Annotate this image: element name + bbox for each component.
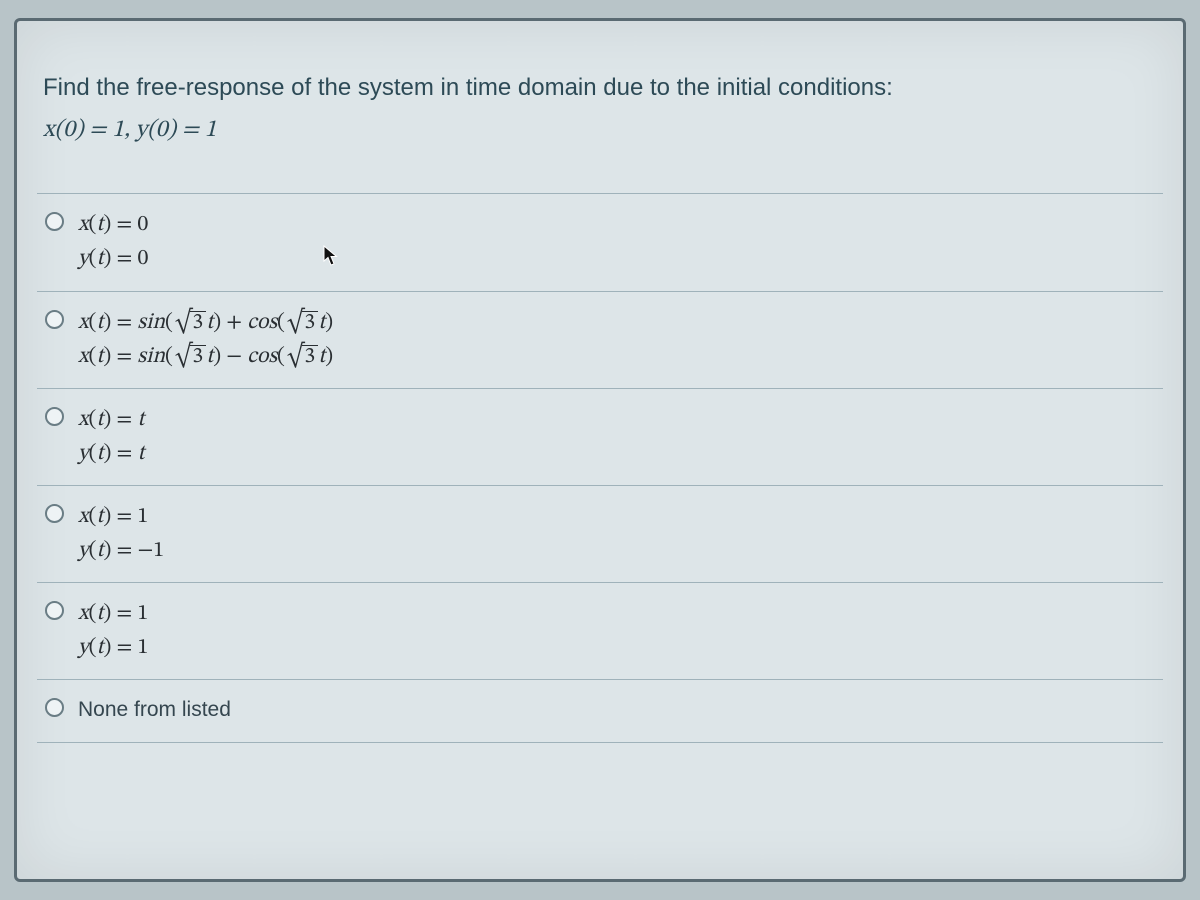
option-body: x(t) = ty(t) = t bbox=[78, 403, 1153, 471]
option-body: x(t) = sin(√3t) + cos(√3t)x(t) = sin(√3t… bbox=[78, 306, 1153, 374]
option-opt-f[interactable]: None from listed bbox=[37, 680, 1163, 742]
radio-button[interactable] bbox=[45, 601, 64, 620]
option-line: x(t) = sin(√3t) − cos(√3t) bbox=[78, 340, 1153, 374]
radio-button[interactable] bbox=[45, 310, 64, 329]
option-body: x(t) = 1y(t) = 1 bbox=[78, 597, 1153, 665]
options-list: x(t) = 0y(t) = 0 x(t) = sin(√3t) + cos(√3… bbox=[37, 193, 1163, 743]
option-line: y(t) = −1 bbox=[78, 534, 1153, 568]
radio-button[interactable] bbox=[45, 407, 64, 426]
question-prompt: Find the free-response of the system in … bbox=[43, 74, 893, 101]
option-body: None from listed bbox=[78, 694, 1153, 728]
question-condition: x(0) = 1, y(0) = 1 bbox=[43, 112, 217, 149]
option-line: y(t) = 0 bbox=[78, 242, 1153, 276]
option-opt-a[interactable]: x(t) = 0y(t) = 0 bbox=[37, 194, 1163, 291]
option-line: x(t) = sin(√3t) + cos(√3t) bbox=[78, 306, 1153, 340]
quiz-panel: Find the free-response of the system in … bbox=[14, 18, 1186, 882]
option-line: None from listed bbox=[78, 694, 1153, 728]
option-opt-d[interactable]: x(t) = 1y(t) = −1 bbox=[37, 486, 1163, 583]
question-stem: Find the free-response of the system in … bbox=[37, 69, 1163, 149]
option-line: y(t) = t bbox=[78, 437, 1153, 471]
option-line: x(t) = t bbox=[78, 403, 1153, 437]
radio-button[interactable] bbox=[45, 212, 64, 231]
radio-button[interactable] bbox=[45, 698, 64, 717]
option-line: x(t) = 0 bbox=[78, 208, 1153, 242]
option-opt-c[interactable]: x(t) = ty(t) = t bbox=[37, 389, 1163, 486]
option-body: x(t) = 1y(t) = −1 bbox=[78, 500, 1153, 568]
option-line: y(t) = 1 bbox=[78, 631, 1153, 665]
option-body: x(t) = 0y(t) = 0 bbox=[78, 208, 1153, 276]
radio-button[interactable] bbox=[45, 504, 64, 523]
option-opt-b[interactable]: x(t) = sin(√3t) + cos(√3t)x(t) = sin(√3t… bbox=[37, 292, 1163, 389]
option-line: x(t) = 1 bbox=[78, 500, 1153, 534]
option-line: x(t) = 1 bbox=[78, 597, 1153, 631]
option-opt-e[interactable]: x(t) = 1y(t) = 1 bbox=[37, 583, 1163, 680]
